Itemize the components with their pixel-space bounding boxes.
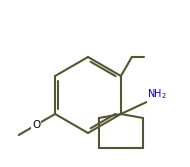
Text: O: O — [32, 120, 40, 130]
Text: NH$_2$: NH$_2$ — [147, 87, 167, 101]
